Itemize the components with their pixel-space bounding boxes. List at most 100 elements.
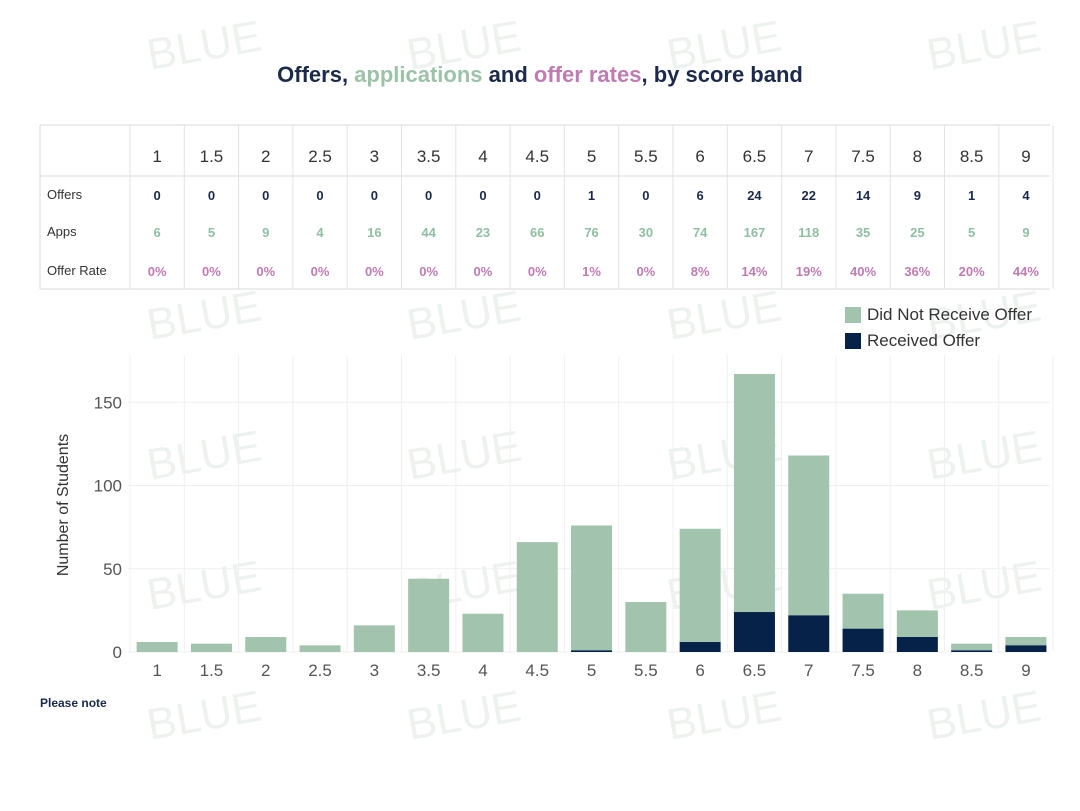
table-rate-cell: 40%: [850, 264, 876, 279]
watermark-text: BLUE: [923, 682, 1045, 750]
table-header-band: 4.5: [525, 147, 549, 166]
table-apps-cell: 66: [530, 225, 544, 240]
table-header-band: 1: [152, 147, 161, 166]
table-offers-cell: 0: [262, 188, 269, 203]
bar-received-offer: [733, 612, 775, 652]
bar-received-offer: [788, 615, 830, 652]
table-rate-cell: 0%: [419, 264, 438, 279]
table-offers-cell: 0: [316, 188, 323, 203]
table-header-band: 3: [370, 147, 379, 166]
x-tick-label: 8: [913, 661, 922, 680]
title-text-offer-rates: offer rates: [533, 62, 642, 87]
table-apps-cell: 4: [316, 225, 324, 240]
y-axis-label: Number of Students: [55, 434, 72, 576]
bar-did-not-receive-offer: [353, 625, 395, 652]
x-tick-label: 4: [478, 661, 487, 680]
bar-did-not-receive-offer: [842, 593, 884, 629]
x-tick-label: 5: [587, 661, 596, 680]
table-header-band: 7: [804, 147, 813, 166]
table-header-band: 9: [1021, 147, 1030, 166]
table-rate-cell: 0%: [202, 264, 221, 279]
title-text-5: , by score band: [641, 62, 803, 87]
legend: Did Not Receive Offer Received Offer: [845, 302, 1032, 354]
table-header-band: 5: [587, 147, 596, 166]
table-apps-cell: 9: [262, 225, 269, 240]
x-tick-label: 7: [804, 661, 813, 680]
table-rate-cell: 0%: [148, 264, 167, 279]
table-apps-cell: 44: [421, 225, 436, 240]
table-rate-cell: 1%: [582, 264, 601, 279]
legend-swatch-navy: [845, 333, 861, 349]
x-tick-label: 8.5: [960, 661, 984, 680]
table-apps-cell: 167: [744, 225, 766, 240]
watermark-text: BLUE: [143, 12, 265, 80]
table-apps-cell: 25: [910, 225, 924, 240]
please-note-link[interactable]: Please note: [40, 696, 107, 710]
legend-item-offer[interactable]: Received Offer: [845, 328, 1032, 354]
table-rate-cell: 44%: [1013, 264, 1039, 279]
table-header-band: 4: [478, 147, 487, 166]
watermark-text: BLUE: [403, 12, 525, 80]
table-header-band: 2.5: [308, 147, 332, 166]
bar-received-offer: [1005, 645, 1047, 652]
table-rate-cell: 36%: [904, 264, 930, 279]
table-apps-cell: 23: [476, 225, 490, 240]
watermark-text: BLUE: [923, 12, 1045, 80]
y-tick-label: 50: [103, 560, 122, 579]
bar-did-not-receive-offer: [679, 528, 721, 643]
table-rate-cell: 0%: [636, 264, 655, 279]
table-row-label: Offer Rate: [47, 263, 107, 278]
table-rate-cell: 19%: [796, 264, 822, 279]
title-text-applications: applications: [354, 62, 483, 87]
table-apps-cell: 118: [798, 225, 819, 240]
table-row-label: Apps: [47, 224, 77, 239]
x-tick-label: 3.5: [417, 661, 441, 680]
table-offers-cell: 0: [208, 188, 215, 203]
table-offers-cell: 0: [534, 188, 541, 203]
bar-did-not-receive-offer: [733, 373, 775, 613]
legend-swatch-green: [845, 307, 861, 323]
bar-did-not-receive-offer: [625, 602, 667, 652]
legend-label-not-offer: Did Not Receive Offer: [867, 305, 1033, 324]
title-text-3: and: [482, 62, 534, 87]
table-rate-cell: 8%: [691, 264, 710, 279]
watermark-text: BLUE: [143, 282, 265, 350]
watermark-text: BLUE: [663, 282, 785, 350]
x-tick-label: 2.5: [308, 661, 332, 680]
legend-label-offer: Received Offer: [867, 331, 981, 350]
legend-item-not-offer[interactable]: Did Not Receive Offer: [845, 302, 1032, 328]
bar-received-offer: [896, 637, 938, 652]
watermark-text: BLUE: [923, 552, 1045, 620]
y-tick-label: 100: [94, 477, 122, 496]
x-tick-label: 7.5: [851, 661, 875, 680]
watermark-text: BLUE: [403, 422, 525, 490]
bar-did-not-receive-offer: [245, 637, 287, 652]
table-offers-cell: 0: [479, 188, 486, 203]
bar-did-not-receive-offer: [1005, 637, 1047, 646]
table-offers-cell: 14: [856, 188, 871, 203]
x-tick-label: 4.5: [525, 661, 549, 680]
bar-received-offer: [571, 650, 613, 652]
table-header-band: 7.5: [851, 147, 875, 166]
table-apps-cell: 76: [584, 225, 598, 240]
x-tick-label: 6: [695, 661, 704, 680]
table-header-band: 2: [261, 147, 270, 166]
table-offers-cell: 9: [914, 188, 921, 203]
y-tick-label: 0: [113, 643, 122, 662]
table-rate-cell: 0%: [311, 264, 330, 279]
table-offers-cell: 0: [371, 188, 378, 203]
x-tick-label: 3: [370, 661, 379, 680]
watermark-text: BLUE: [143, 422, 265, 490]
table-rate-cell: 0%: [528, 264, 547, 279]
bar-did-not-receive-offer: [299, 645, 341, 652]
table-apps-cell: 5: [968, 225, 975, 240]
watermark-text: BLUE: [923, 422, 1045, 490]
bar-did-not-receive-offer: [190, 643, 232, 652]
table-header-band: 3.5: [417, 147, 441, 166]
y-tick-label: 150: [94, 393, 122, 412]
table-row-label: Offers: [47, 187, 83, 202]
x-tick-label: 5.5: [634, 661, 658, 680]
x-tick-label: 6.5: [743, 661, 767, 680]
table-apps-cell: 6: [154, 225, 161, 240]
